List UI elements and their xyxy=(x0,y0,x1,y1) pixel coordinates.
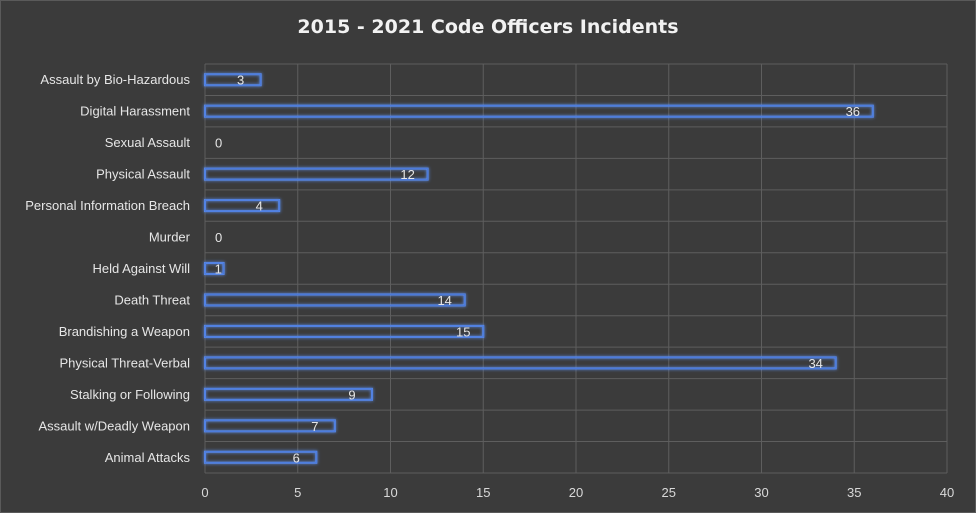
category-label: Brandishing a Weapon xyxy=(59,324,190,339)
data-label: 9 xyxy=(348,387,355,402)
bars xyxy=(204,73,874,464)
data-label: 0 xyxy=(215,230,222,245)
bar xyxy=(204,293,466,307)
chart-title: 2015 - 2021 Code Officers Incidents xyxy=(297,16,679,38)
category-label: Digital Harassment xyxy=(80,104,190,119)
bar-outline xyxy=(204,356,837,369)
x-tick-label: 35 xyxy=(847,485,861,500)
bar xyxy=(204,324,485,338)
category-label: Death Threat xyxy=(114,292,190,307)
bar xyxy=(204,104,874,118)
bar-outline xyxy=(204,451,317,464)
data-label: 15 xyxy=(456,324,470,339)
bar-outline xyxy=(204,199,280,212)
data-label: 14 xyxy=(437,293,451,308)
bar-outline xyxy=(204,388,373,401)
category-label: Physical Threat-Verbal xyxy=(59,355,190,370)
data-label: 6 xyxy=(293,450,300,465)
bar-outline xyxy=(204,325,484,338)
bar xyxy=(204,387,373,401)
bar-outline xyxy=(204,168,429,181)
x-axis-tick-labels: 0 5 10 15 20 25 30 35 40 xyxy=(201,485,954,500)
category-label: Held Against Will xyxy=(92,261,190,276)
bar xyxy=(204,356,837,370)
x-tick-label: 0 xyxy=(201,485,208,500)
bar-outline xyxy=(204,262,225,275)
x-tick-label: 10 xyxy=(383,485,397,500)
bar xyxy=(204,199,281,213)
data-label: 34 xyxy=(808,356,822,371)
x-tick-label: 5 xyxy=(294,485,301,500)
x-tick-label: 30 xyxy=(754,485,768,500)
category-label: Assault w/Deadly Weapon xyxy=(38,418,190,433)
category-label: Personal Information Breach xyxy=(25,198,190,213)
data-label: 1 xyxy=(215,262,222,277)
data-label: 12 xyxy=(400,167,414,182)
category-label: Stalking or Following xyxy=(70,387,190,402)
x-tick-label: 15 xyxy=(476,485,490,500)
category-label: Murder xyxy=(149,230,191,245)
data-label: 3 xyxy=(237,73,244,88)
bar-outline xyxy=(204,73,262,86)
data-label: 0 xyxy=(215,136,222,151)
bar xyxy=(204,73,262,87)
data-label: 4 xyxy=(256,199,263,214)
bar-outline xyxy=(204,293,466,306)
x-tick-label: 25 xyxy=(662,485,676,500)
category-label: Animal Attacks xyxy=(105,450,191,465)
x-tick-label: 40 xyxy=(940,485,954,500)
category-label: Assault by Bio-Hazardous xyxy=(40,72,190,87)
category-label: Physical Assault xyxy=(96,167,190,182)
bar xyxy=(204,167,429,181)
x-tick-label: 20 xyxy=(569,485,583,500)
bar-outline xyxy=(204,419,336,432)
data-label: 36 xyxy=(846,104,860,119)
category-label: Sexual Assault xyxy=(105,135,191,150)
bar-outline xyxy=(204,105,874,118)
category-labels: Assault by Bio-Hazardous Digital Harassme… xyxy=(25,72,190,465)
data-labels: 3 36 0 12 4 0 1 14 15 34 9 7 6 xyxy=(215,73,860,466)
data-label: 7 xyxy=(311,419,318,434)
gridlines xyxy=(204,63,948,474)
